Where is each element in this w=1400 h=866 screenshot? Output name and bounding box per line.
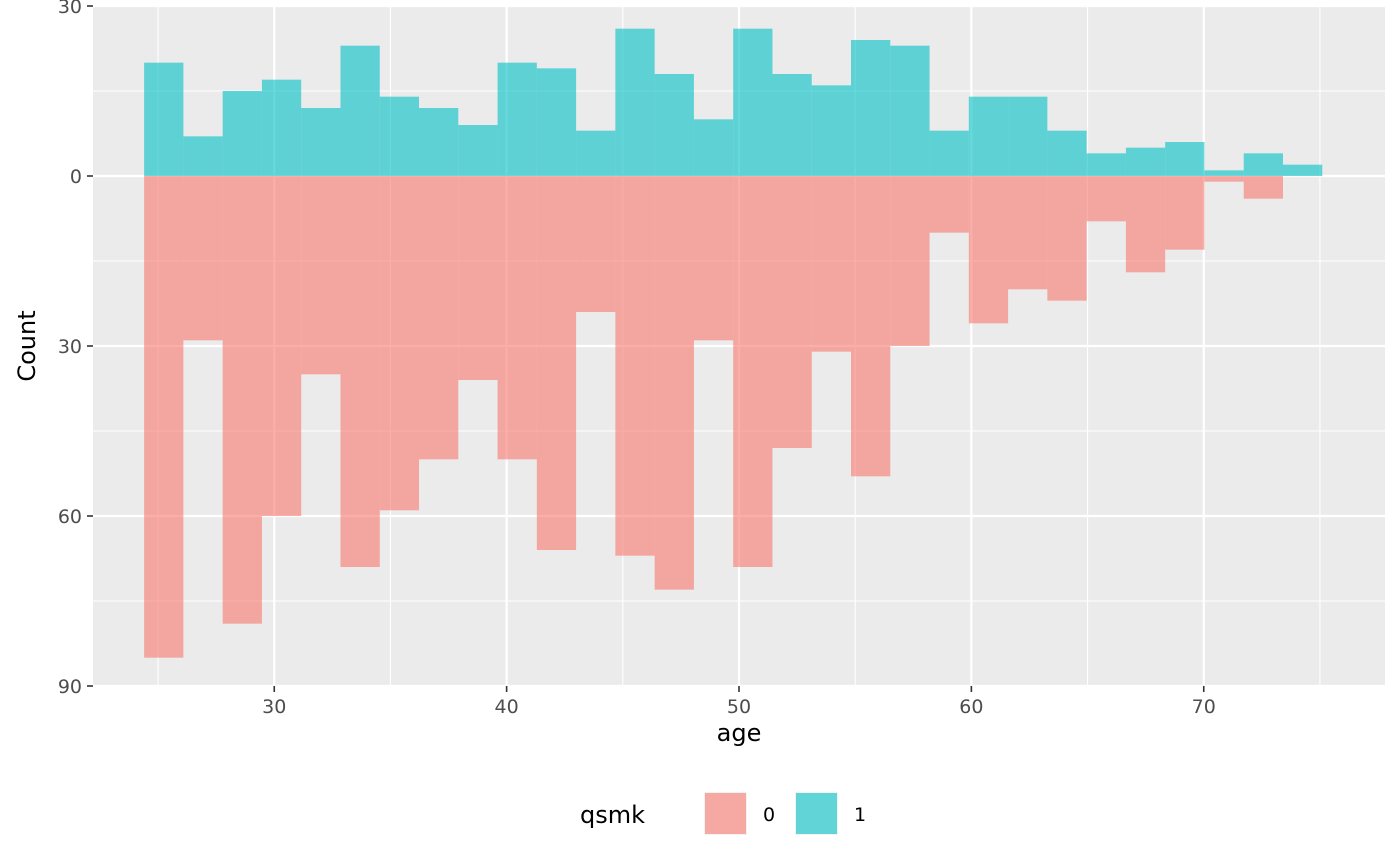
bar-qsmk-1 <box>929 130 969 176</box>
y-tick-label: 90 <box>58 676 82 698</box>
bar-qsmk-0 <box>1243 176 1283 199</box>
bar-qsmk-1 <box>890 45 930 176</box>
bar-qsmk-0 <box>929 176 969 233</box>
bar-qsmk-1 <box>497 62 537 176</box>
x-tick-label: 30 <box>262 696 286 718</box>
bar-qsmk-1 <box>379 96 420 176</box>
y-tick-label: 0 <box>70 166 82 188</box>
bar-qsmk-0 <box>811 176 852 352</box>
bar-qsmk-1 <box>183 136 223 176</box>
bar-qsmk-1 <box>811 85 852 176</box>
x-axis: 30 40 50 60 70 <box>262 686 1216 718</box>
x-tick-label: 40 <box>495 696 519 718</box>
bar-qsmk-1 <box>654 74 694 176</box>
legend-key-1 <box>796 793 837 834</box>
bar-qsmk-0 <box>576 176 616 312</box>
bar-qsmk-1 <box>536 68 577 176</box>
bar-qsmk-0 <box>536 176 577 550</box>
bar-qsmk-0 <box>1165 176 1205 250</box>
bar-qsmk-0 <box>1125 176 1166 273</box>
bar-qsmk-0 <box>851 176 891 477</box>
bar-qsmk-0 <box>1204 176 1244 182</box>
bar-qsmk-1 <box>1047 130 1087 176</box>
bar-qsmk-1 <box>693 119 734 176</box>
y-axis: 30 0 30 60 90 <box>58 0 93 698</box>
x-tick-label: 60 <box>959 696 983 718</box>
bar-qsmk-0 <box>968 176 1009 324</box>
bar-qsmk-1 <box>340 45 380 176</box>
bar-qsmk-1 <box>968 96 1009 176</box>
bar-qsmk-1 <box>458 125 498 176</box>
bar-qsmk-1 <box>301 108 341 176</box>
bar-qsmk-1 <box>1008 96 1048 176</box>
bar-qsmk-1 <box>261 79 302 176</box>
legend-label-1: 1 <box>854 804 866 826</box>
bar-qsmk-0 <box>261 176 302 516</box>
x-tick-label: 50 <box>727 696 751 718</box>
bar-qsmk-1 <box>1125 147 1166 176</box>
bar-qsmk-0 <box>340 176 380 567</box>
y-tick-label: 60 <box>58 506 82 528</box>
legend: qsmk 0 1 <box>580 792 866 835</box>
bar-qsmk-0 <box>1008 176 1048 290</box>
legend-label-0: 0 <box>763 804 775 826</box>
bar-qsmk-0 <box>183 176 223 341</box>
bar-qsmk-1 <box>419 108 459 176</box>
bar-qsmk-0 <box>772 176 812 448</box>
bar-qsmk-1 <box>144 62 184 176</box>
bar-qsmk-1 <box>615 28 655 176</box>
bar-qsmk-1 <box>1282 164 1323 176</box>
bar-qsmk-1 <box>576 130 616 176</box>
bar-qsmk-1 <box>1086 153 1126 176</box>
bar-qsmk-0 <box>1047 176 1087 301</box>
y-tick-label: 30 <box>58 0 82 18</box>
x-axis-title: age <box>717 719 762 747</box>
legend-title: qsmk <box>580 801 645 829</box>
bar-qsmk-0 <box>222 176 262 624</box>
bar-qsmk-0 <box>458 176 498 380</box>
bar-qsmk-1 <box>222 91 262 176</box>
bar-qsmk-0 <box>497 176 537 460</box>
x-tick-label: 70 <box>1192 696 1216 718</box>
bar-qsmk-0 <box>733 176 773 567</box>
bar-qsmk-0 <box>615 176 655 556</box>
y-tick-label: 30 <box>58 336 82 358</box>
bar-qsmk-0 <box>693 176 734 341</box>
bar-qsmk-0 <box>301 176 341 375</box>
bar-qsmk-0 <box>890 176 930 346</box>
y-axis-title: Count <box>13 310 41 381</box>
bar-qsmk-1 <box>1243 153 1283 176</box>
bar-qsmk-0 <box>419 176 459 460</box>
bar-qsmk-0 <box>144 176 184 658</box>
bar-qsmk-1 <box>1165 142 1205 176</box>
bar-qsmk-1 <box>1204 170 1244 176</box>
legend-key-0 <box>705 793 746 834</box>
bar-qsmk-1 <box>772 74 812 176</box>
bar-qsmk-0 <box>379 176 420 511</box>
bar-qsmk-1 <box>851 40 891 176</box>
bars <box>144 28 1323 658</box>
bar-qsmk-1 <box>733 28 773 176</box>
bar-qsmk-0 <box>654 176 694 590</box>
bar-qsmk-0 <box>1086 176 1126 222</box>
